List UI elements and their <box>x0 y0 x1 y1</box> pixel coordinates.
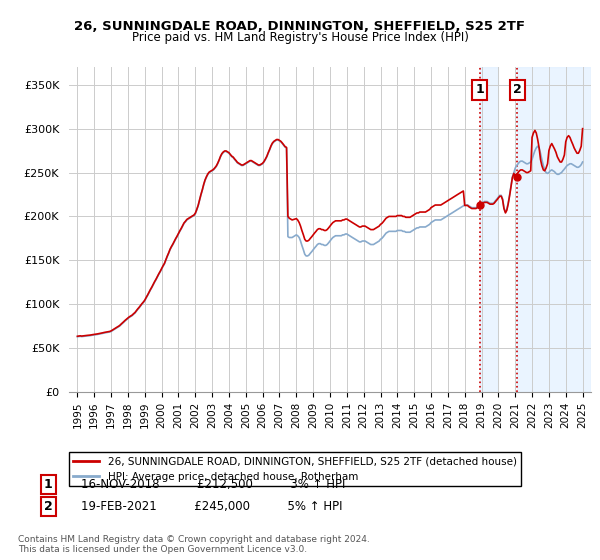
Text: 1: 1 <box>475 83 484 96</box>
Text: 26, SUNNINGDALE ROAD, DINNINGTON, SHEFFIELD, S25 2TF: 26, SUNNINGDALE ROAD, DINNINGTON, SHEFFI… <box>74 20 526 32</box>
Bar <box>517 67 591 392</box>
Text: 19-FEB-2021          £245,000          5% ↑ HPI: 19-FEB-2021 £245,000 5% ↑ HPI <box>81 500 343 514</box>
Text: 16-NOV-2018          £212,500          3% ↑ HPI: 16-NOV-2018 £212,500 3% ↑ HPI <box>81 478 346 491</box>
Text: Contains HM Land Registry data © Crown copyright and database right 2024.
This d: Contains HM Land Registry data © Crown c… <box>18 535 370 554</box>
Text: Price paid vs. HM Land Registry's House Price Index (HPI): Price paid vs. HM Land Registry's House … <box>131 31 469 44</box>
Text: 2: 2 <box>44 500 52 514</box>
Text: 1: 1 <box>44 478 52 491</box>
Legend: 26, SUNNINGDALE ROAD, DINNINGTON, SHEFFIELD, S25 2TF (detached house), HPI: Aver: 26, SUNNINGDALE ROAD, DINNINGTON, SHEFFI… <box>69 452 521 486</box>
Bar <box>479 67 499 392</box>
Text: 2: 2 <box>513 83 522 96</box>
